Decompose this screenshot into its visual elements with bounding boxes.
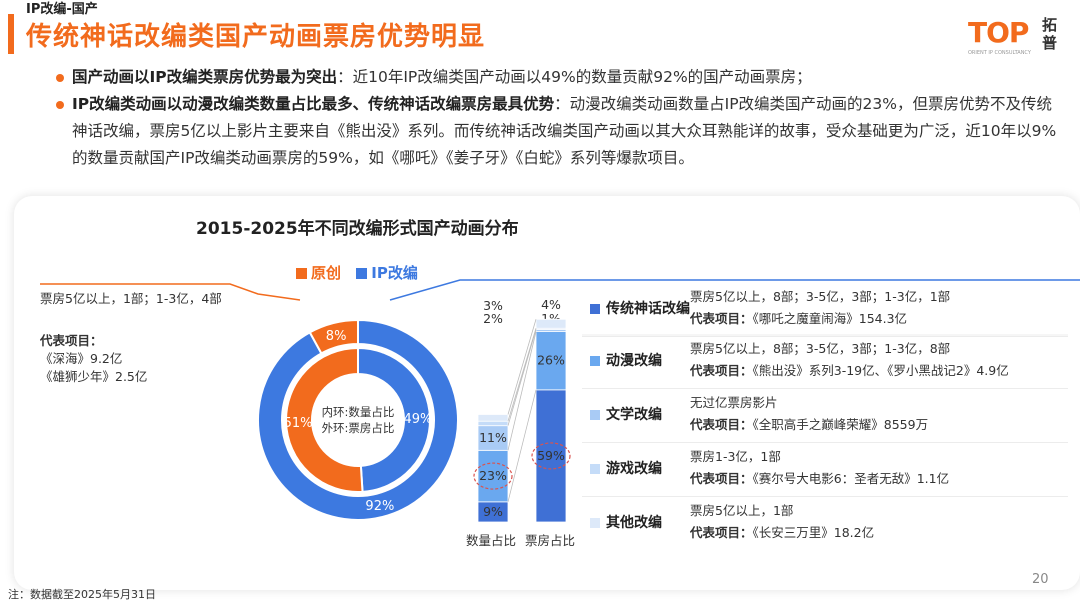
category-divider (582, 496, 1068, 497)
category-representative: 代表项目：《长安三万里》18.2亿 (690, 525, 875, 540)
category-name: 其他改编 (606, 515, 662, 531)
bar-connector (507, 331, 537, 451)
bar-label-0-1: 59% (537, 448, 565, 463)
bar-label-4-1: 4% (541, 297, 561, 312)
orig-connector (40, 283, 301, 301)
bar-connector (507, 329, 537, 426)
category-box-office: 票房5亿以上，8部；3-5亿，3部；1-3亿，8部 (690, 341, 951, 356)
outer-ring-slice-original (308, 318, 359, 355)
donut-center-text: 外环:票房占比 (322, 421, 395, 435)
category-name: 文学改编 (606, 407, 662, 423)
section-kicker: IP改编-国产 (26, 2, 98, 17)
category-swatch (590, 304, 600, 314)
footnote: 注：数据截至2025年5月31日 (8, 588, 156, 601)
original-rep-label: 代表项目： (40, 333, 103, 348)
bar-axis-label-count: 数量占比 (466, 533, 517, 548)
inner-ring-label-original: 51% (284, 416, 313, 431)
category-divider (582, 442, 1068, 443)
bullet-text: ：近10年IP改编类国产动画以49%的数量贡献92%的国产动画票房； (337, 68, 812, 86)
category-swatch (590, 464, 600, 474)
category-box-office: 票房1-3亿，1部 (690, 449, 781, 464)
bar-segment-3-0 (477, 420, 509, 427)
bar-segment-0-1 (535, 389, 567, 523)
original-rep-2: 《雄狮少年》2.5亿 (40, 369, 148, 384)
outer-ring-label-original: 8% (326, 329, 347, 344)
bar-label-1-1: 26% (537, 353, 565, 368)
inner-ring-label-ip: 49% (404, 412, 433, 427)
chart-legend: 原创 IP改编 (296, 262, 418, 283)
bullet-item: IP改编类动画以动漫改编类数量占比最多、传统神话改编票房最具优势：动漫改编类动画… (56, 91, 1058, 172)
donut-center-text: 内环:数量占比 (322, 405, 395, 419)
category-representative: 代表项目：《熊出没》系列3-19亿、《罗小黑战记2》4.9亿 (690, 363, 1009, 378)
inner-ring-slice-ip (357, 346, 431, 493)
logo-subtitle: ORIENT IP CONSULTANCY (968, 50, 1031, 56)
category-divider (582, 388, 1068, 389)
top-rule (0, 0, 1080, 3)
logo-wordmark: TOP (968, 16, 1029, 49)
bar-axis-label-box: 票房占比 (525, 533, 576, 548)
legend-swatch-ip (356, 268, 368, 279)
bar-label-0-0: 9% (483, 504, 503, 519)
original-rep-1: 《深海》9.2亿 (40, 351, 123, 366)
bar-label-2-0: 11% (479, 430, 507, 445)
inner-ring-slice-original (285, 346, 364, 493)
category-box-office: 无过亿票房影片 (690, 395, 778, 410)
category-swatch (590, 518, 600, 528)
legend-label-ip: IP改编 (371, 264, 418, 282)
page-number: 20 (1032, 572, 1049, 587)
donut-center (314, 376, 402, 464)
ip-connector (389, 279, 1080, 301)
bar-segment-4-0 (477, 414, 509, 422)
outer-ring-slice-ip (257, 318, 459, 521)
legend-swatch-original (296, 268, 307, 279)
page-title: 传统神话改编类国产动画票房优势明显 (26, 22, 486, 52)
bar-segment-4-1 (535, 318, 567, 329)
bullet-bold: IP改编类动画以动漫改编类数量占比最多、传统神话改编票房最具优势 (72, 95, 555, 113)
category-name: 游戏改编 (606, 461, 662, 477)
bar-segment-2-0 (477, 425, 509, 451)
highlight-ring-1-0 (473, 462, 513, 490)
category-name: 传统神话改编 (606, 301, 690, 317)
category-swatch (590, 356, 600, 366)
logo-chinese: 拓普 (1042, 16, 1058, 52)
category-representative: 代表项目：《全职高手之巅峰荣耀》8559万 (690, 417, 929, 432)
bar-label-1-0: 23% (479, 468, 507, 483)
brand-logo: TOP ORIENT IP CONSULTANCY 拓普 (968, 12, 1072, 60)
bar-label-4-0: 3% (483, 298, 503, 313)
category-representative: 代表项目：《哪吒之魔童闹海》154.3亿 (690, 311, 908, 326)
category-swatch (590, 410, 600, 420)
chart-title: 2015-2025年不同改编形式国产动画分布 (196, 219, 519, 239)
bar-connector (507, 328, 537, 422)
bullet-text: ：动漫改编类动画数量占IP改编类国产动画的23%，但票房优势不及传统神话改编，票… (72, 95, 1057, 167)
bar-segment-1-0 (477, 449, 509, 503)
bar-segment-1-1 (535, 331, 567, 391)
summary-bullets: 国产动画以IP改编类票房优势最为突出：近10年IP改编类国产动画以49%的数量贡… (56, 64, 1058, 172)
original-summary: 票房5亿以上，1部；1-3亿，4部 (40, 291, 222, 306)
highlight-ring-0-1 (531, 442, 571, 470)
bar-connector (507, 319, 537, 415)
bullet-bold: 国产动画以IP改编类票房优势最为突出 (72, 68, 338, 86)
category-box-office: 票房5亿以上，8部；3-5亿，3部；1-3亿，1部 (690, 289, 951, 304)
outer-ring-label-ip: 92% (365, 499, 394, 514)
accent-bar (8, 14, 14, 54)
bar-connector (507, 389, 537, 502)
bar-label-3-0: 2% (483, 311, 503, 326)
legend-label-original: 原创 (311, 264, 342, 282)
category-divider (582, 336, 1068, 337)
category-name: 动漫改编 (606, 353, 662, 369)
category-box-office: 票房5亿以上，1部 (690, 503, 794, 518)
category-representative: 代表项目：《赛尔号大电影6：圣者无敌》1.1亿 (690, 471, 950, 486)
bullet-item: 国产动画以IP改编类票房优势最为突出：近10年IP改编类国产动画以49%的数量贡… (56, 64, 1058, 91)
